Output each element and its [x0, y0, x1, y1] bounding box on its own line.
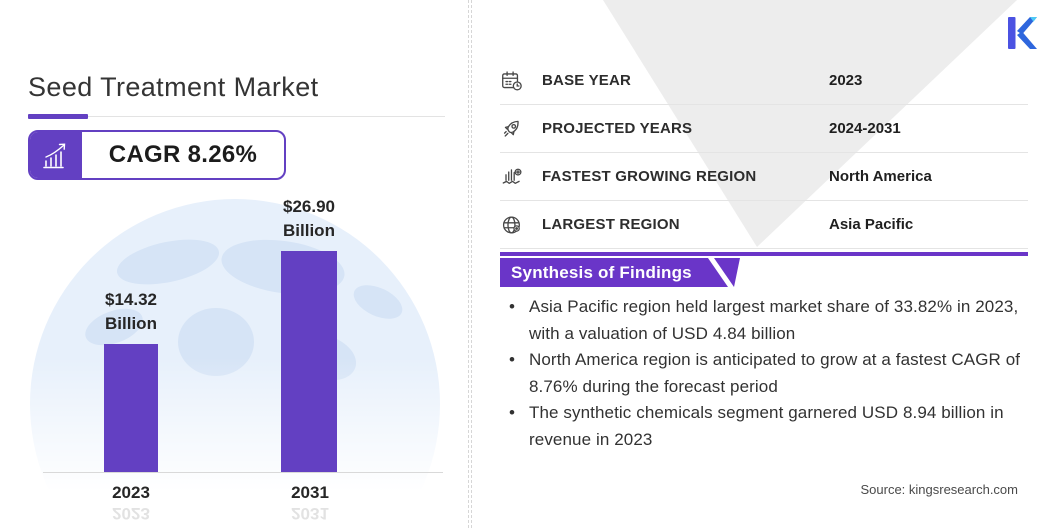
fact-label: FASTEST GROWING REGION	[542, 168, 757, 185]
section-divider-rule	[500, 252, 1028, 256]
bar-value-label: $14.32 Billion	[105, 289, 157, 334]
fact-row-largest-region: LARGEST REGION Asia Pacific	[500, 201, 1028, 249]
fact-row-base-year: BASE YEAR 2023	[500, 57, 1028, 105]
cagr-value: CAGR 8.26%	[108, 141, 258, 168]
bar-group-2023: $14.32 Billion	[104, 288, 158, 472]
fact-value: Asia Pacific	[829, 216, 914, 233]
fact-value: North America	[829, 168, 932, 185]
market-overview-panel: Seed Treatment Market CAGR 8.26% $14.32 …	[0, 0, 470, 528]
fact-row-fastest-growing-region: FASTEST GROWING REGION North America	[500, 153, 1028, 201]
fact-label: LARGEST REGION	[542, 216, 680, 233]
fact-value: 2023	[829, 72, 863, 89]
fact-label: PROJECTED YEARS	[542, 120, 693, 137]
key-insights-panel: BASE YEAR 2023 PROJECTED YEARS 2024-2031	[470, 0, 1056, 528]
synthesis-banner: Synthesis of Findings	[500, 258, 728, 287]
bar-group-2031: $26.90 Billion	[281, 195, 337, 472]
x-axis-label-reflection: 2023	[112, 504, 150, 523]
findings-list: Asia Pacific region held largest market …	[502, 294, 1047, 453]
facts-table: BASE YEAR 2023 PROJECTED YEARS 2024-2031	[500, 57, 1028, 249]
bar-value-label: $26.90 Billion	[283, 196, 335, 241]
fact-value: 2024-2031	[829, 120, 901, 137]
x-axis-label-2023: 2023	[112, 483, 150, 502]
x-axis-label-2031: 2031	[291, 483, 329, 502]
page-title: Seed Treatment Market	[28, 72, 319, 102]
growth-trend-icon	[30, 132, 82, 178]
bar-chart: $14.32 Billion $26.90 Billion 2023 2031 …	[0, 190, 470, 528]
calendar-clock-icon	[500, 69, 542, 93]
cagr-badge: CAGR 8.26%	[28, 130, 286, 180]
finding-item: North America region is anticipated to g…	[502, 347, 1047, 400]
fact-row-projected-years: PROJECTED YEARS 2024-2031	[500, 105, 1028, 153]
triangle-watermark	[603, 0, 1017, 247]
growth-region-icon	[500, 165, 542, 189]
finding-item: The synthetic chemicals segment garnered…	[502, 400, 1047, 453]
source-attribution: Source: kingsresearch.com	[860, 482, 1018, 497]
globe-location-icon	[500, 213, 542, 237]
title-underline	[28, 116, 445, 117]
kings-research-logo[interactable]	[1005, 13, 1041, 53]
fact-label: BASE YEAR	[542, 72, 632, 89]
rocket-icon	[500, 117, 542, 141]
x-axis-label-reflection: 2031	[291, 504, 329, 523]
bar-2023	[104, 344, 158, 472]
synthesis-heading: Synthesis of Findings	[511, 262, 692, 282]
dashed-divider	[468, 0, 472, 528]
chart-baseline	[43, 472, 443, 473]
bar-2031	[281, 251, 337, 472]
title-underline-accent	[28, 114, 88, 119]
finding-item: Asia Pacific region held largest market …	[502, 294, 1047, 347]
